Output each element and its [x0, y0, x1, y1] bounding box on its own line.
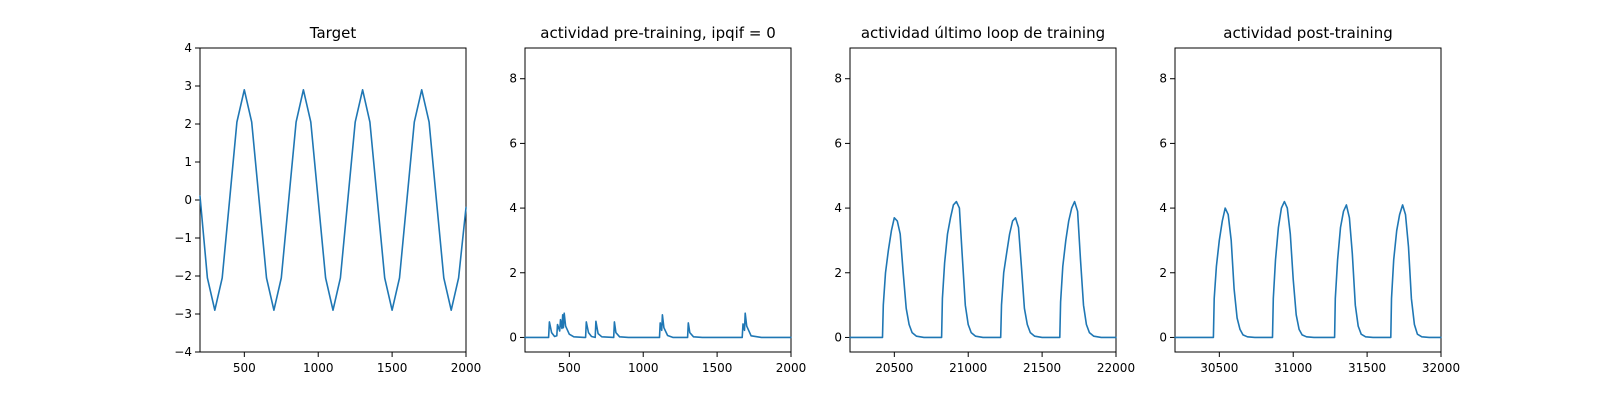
subplot-title: actividad post-training: [1223, 24, 1392, 42]
x-tick-label: 21000: [949, 361, 987, 375]
y-tick-label: 4: [834, 201, 842, 215]
subplot-title: actividad último loop de training: [861, 24, 1105, 42]
subplot-1: Target 500 1000 1500 2000 −4 −3 −2 −1 0 1 2 3 4: [174, 24, 481, 375]
y-tick-label: 6: [834, 136, 842, 150]
subplot-4: actividad post-training 30500 31000 31500 32…: [1159, 24, 1460, 375]
plot-area: [524, 47, 792, 353]
y-tick-label: 8: [509, 72, 517, 86]
x-tick-label: 500: [558, 361, 581, 375]
subplot-2: actividad pre-training, ipqif = 0 500 1000…: [509, 24, 806, 375]
subplot-title: actividad pre-training, ipqif = 0: [540, 24, 776, 42]
x-tick-label: 2000: [451, 361, 482, 375]
x-tick-label: 1500: [377, 361, 408, 375]
y-tick-label: −2: [174, 269, 192, 283]
x-tick-label: 1000: [628, 361, 659, 375]
x-tick-label: 2000: [776, 361, 807, 375]
y-tick-label: 0: [509, 330, 517, 344]
y-tick-label: 4: [184, 41, 192, 55]
y-tick-label: 0: [184, 193, 192, 207]
y-tick-label: −3: [174, 307, 192, 321]
x-tick-label: 500: [233, 361, 256, 375]
x-tick-label: 32000: [1422, 361, 1460, 375]
y-tick-label: 2: [834, 266, 842, 280]
y-tick-label: 2: [184, 117, 192, 131]
x-tick-label: 20500: [875, 361, 913, 375]
series-line: [1174, 200, 1442, 339]
x-tick-label: 1500: [702, 361, 733, 375]
y-tick-label: 2: [1159, 266, 1167, 280]
plot-area: [849, 47, 1117, 353]
y-tick-label: 0: [834, 330, 842, 344]
y-tick-label: 8: [834, 72, 842, 86]
x-tick-label: 31000: [1274, 361, 1312, 375]
y-tick-label: 4: [509, 201, 517, 215]
series-line: [524, 312, 792, 339]
plot-area: [199, 47, 467, 353]
y-tick-label: 0: [1159, 330, 1167, 344]
y-tick-label: 8: [1159, 72, 1167, 86]
y-tick-label: −4: [174, 345, 192, 359]
x-tick-label: 30500: [1200, 361, 1238, 375]
y-tick-label: −1: [174, 231, 192, 245]
y-tick-label: 3: [184, 79, 192, 93]
x-tick-label: 21500: [1023, 361, 1061, 375]
series-line: [849, 200, 1117, 339]
x-tick-label: 31500: [1348, 361, 1386, 375]
subplot-3: actividad último loop de training 20500 21…: [834, 24, 1135, 375]
x-tick-label: 22000: [1097, 361, 1135, 375]
plot-area: [1174, 47, 1442, 353]
x-tick-label: 1000: [303, 361, 334, 375]
y-tick-label: 4: [1159, 201, 1167, 215]
y-tick-label: 1: [184, 155, 192, 169]
series-line: [199, 89, 467, 312]
y-tick-label: 6: [509, 136, 517, 150]
y-tick-label: 6: [1159, 136, 1167, 150]
subplot-title: Target: [309, 24, 357, 42]
y-tick-label: 2: [509, 266, 517, 280]
